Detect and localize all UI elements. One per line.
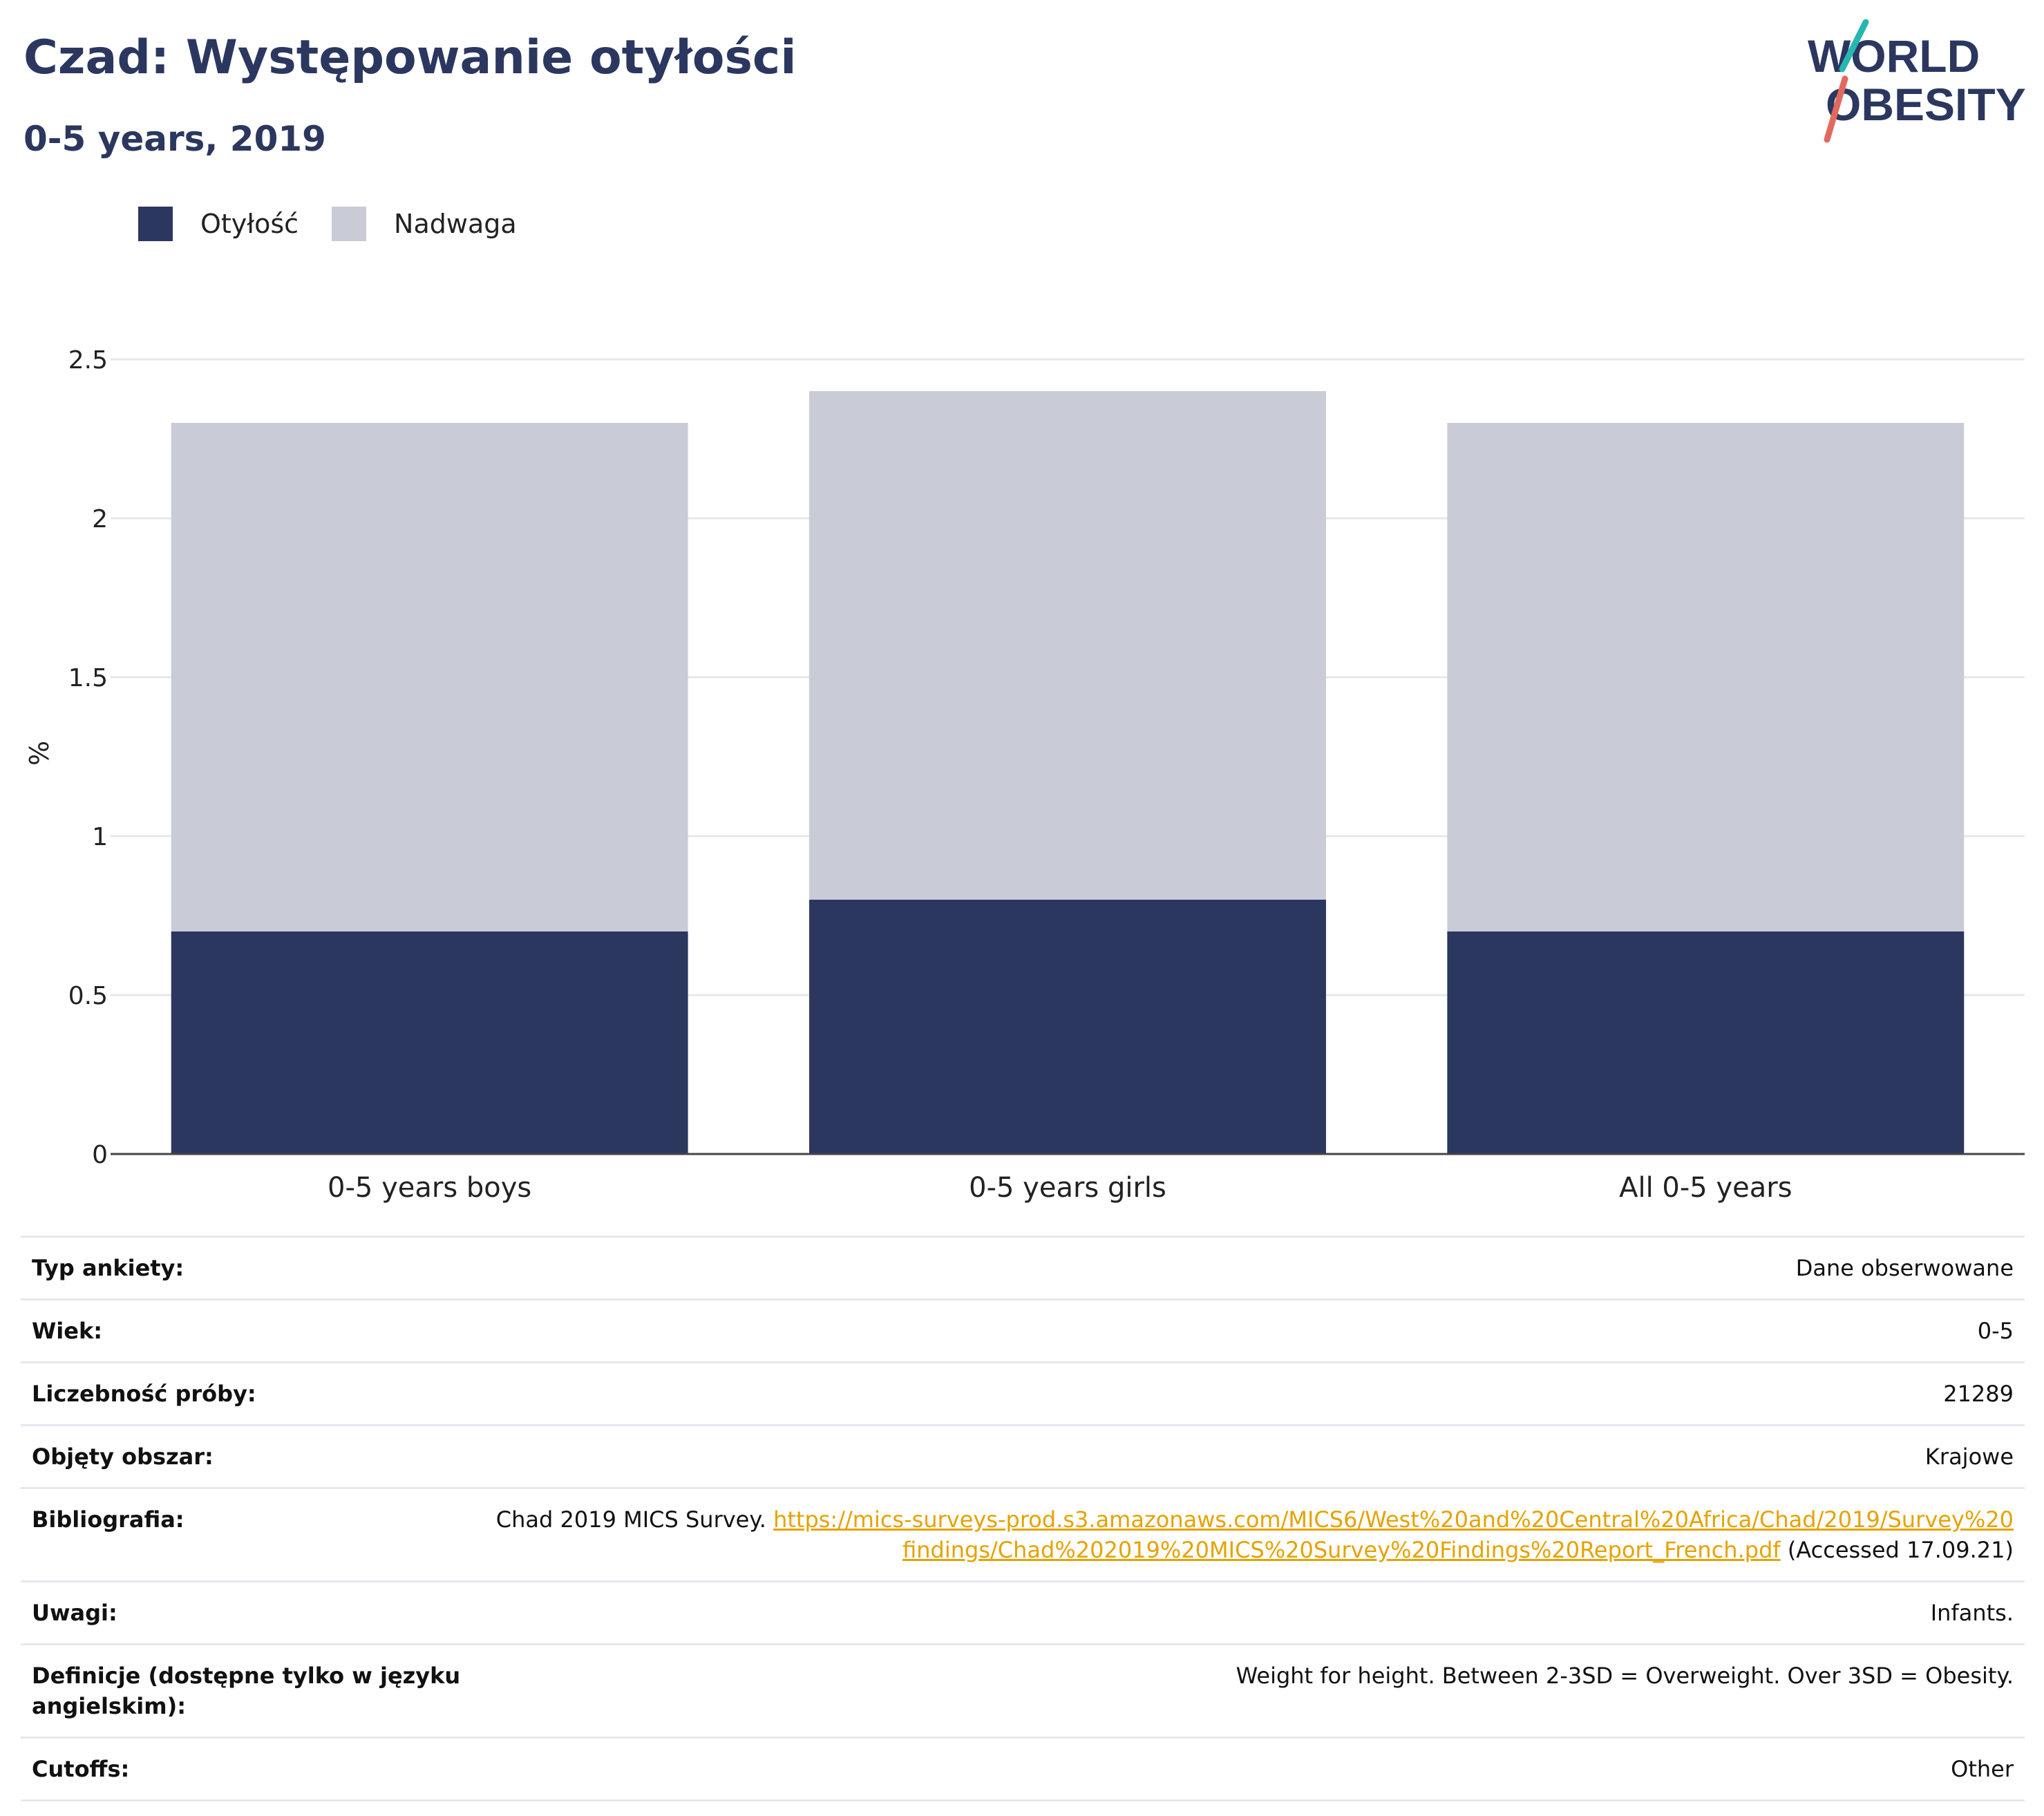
reference-prefix: Chad 2019 MICS Survey. <box>495 1506 774 1533</box>
meta-row-definitions: Definicje (dostępne tylko w języku angie… <box>21 1645 2025 1739</box>
y-tick-label: 0 <box>92 1141 108 1169</box>
y-tick-label: 2.5 <box>68 346 108 375</box>
meta-row-notes: Uwagi: Infants. <box>21 1582 2025 1645</box>
bar-otylosc <box>171 931 688 1154</box>
legend-item-otylosc[interactable]: Otyłość <box>138 207 299 241</box>
reference-link[interactable]: https://mics-surveys-prod.s3.amazonaws.c… <box>773 1506 2014 1563</box>
meta-value-survey-type: Dane obserwowane <box>1795 1255 2014 1281</box>
meta-label-age: Wiek: <box>32 1318 103 1344</box>
meta-value-sample-size: 21289 <box>1943 1381 2014 1407</box>
meta-value-cutoffs: Other <box>1951 1756 2014 1782</box>
legend-item-nadwaga[interactable]: Nadwaga <box>332 207 517 241</box>
meta-value-notes: Infants. <box>1930 1600 2014 1626</box>
meta-value-area: Krajowe <box>1924 1444 2014 1470</box>
bar-nadwaga <box>171 423 688 931</box>
legend-swatch-nadwaga <box>332 207 367 241</box>
y-tick-label: 1.5 <box>68 664 108 692</box>
meta-row-cutoffs: Cutoffs: Other <box>21 1739 2025 1801</box>
meta-value-definitions: Weight for height. Between 2-3SD = Overw… <box>1236 1663 2014 1689</box>
bar-chart: 0 0.5 1 1.5 2 2.5 0-5 years boys 0-5 years girl… <box>24 346 2025 1204</box>
world-obesity-logo: WORLD OBESITY <box>1808 19 2026 143</box>
y-tick-label: 2 <box>92 505 108 533</box>
bars <box>171 391 1965 1154</box>
y-tick-label: 0.5 <box>68 982 108 1010</box>
chart-subtitle: 0-5 years, 2019 <box>23 119 326 159</box>
meta-label-survey-type: Typ ankiety: <box>32 1255 184 1281</box>
legend-label-nadwaga: Nadwaga <box>394 209 517 239</box>
meta-row-sample-size: Liczebność próby: 21289 <box>21 1363 2025 1426</box>
legend-swatch-otylosc <box>138 207 173 241</box>
reference-suffix: (Accessed 17.09.21) <box>1780 1537 2014 1563</box>
logo-teal-stroke <box>1839 19 1869 73</box>
meta-label-cutoffs: Cutoffs: <box>32 1756 130 1782</box>
bar-otylosc <box>809 900 1326 1154</box>
meta-row-age: Wiek: 0-5 <box>21 1300 2025 1363</box>
meta-label-definitions: Definicje (dostępne tylko w języku angie… <box>32 1663 461 1719</box>
bar-nadwaga <box>1447 423 1965 931</box>
metadata-table: Typ ankiety: Dane obserwowane Wiek: 0-5 … <box>21 1236 2025 1801</box>
meta-row-area: Objęty obszar: Krajowe <box>21 1426 2025 1489</box>
chart-title: Czad: Występowanie otyłości <box>23 30 797 85</box>
x-tick-label: 0-5 years boys <box>328 1172 531 1204</box>
bar-otylosc <box>1447 931 1965 1154</box>
meta-value-age: 0-5 <box>1977 1318 2014 1344</box>
logo-line1: WORLD <box>1808 30 1980 82</box>
x-tick-label: All 0-5 years <box>1619 1172 1792 1204</box>
bar-nadwaga <box>809 391 1326 900</box>
axes: 0 0.5 1 1.5 2 2.5 0-5 years boys 0-5 years girl… <box>68 346 2025 1204</box>
y-axis-label: % <box>24 741 55 766</box>
logo-line2: OBESITY <box>1826 79 2026 130</box>
legend-label-otylosc: Otyłość <box>200 209 299 239</box>
meta-label-sample-size: Liczebność próby: <box>32 1381 256 1407</box>
meta-value-reference: Chad 2019 MICS Survey. https://mics-surv… <box>493 1504 2014 1565</box>
y-tick-label: 1 <box>92 823 108 851</box>
meta-row-survey-type: Typ ankiety: Dane obserwowane <box>21 1238 2025 1300</box>
logo-coral-stroke <box>1824 75 1848 143</box>
meta-label-notes: Uwagi: <box>32 1600 117 1626</box>
meta-label-reference: Bibliografia: <box>32 1506 184 1533</box>
legend: Otyłość Nadwaga <box>138 205 550 243</box>
meta-label-area: Objęty obszar: <box>32 1444 214 1470</box>
meta-row-reference: Bibliografia: Chad 2019 MICS Survey. htt… <box>21 1489 2025 1582</box>
x-tick-label: 0-5 years girls <box>969 1172 1166 1204</box>
